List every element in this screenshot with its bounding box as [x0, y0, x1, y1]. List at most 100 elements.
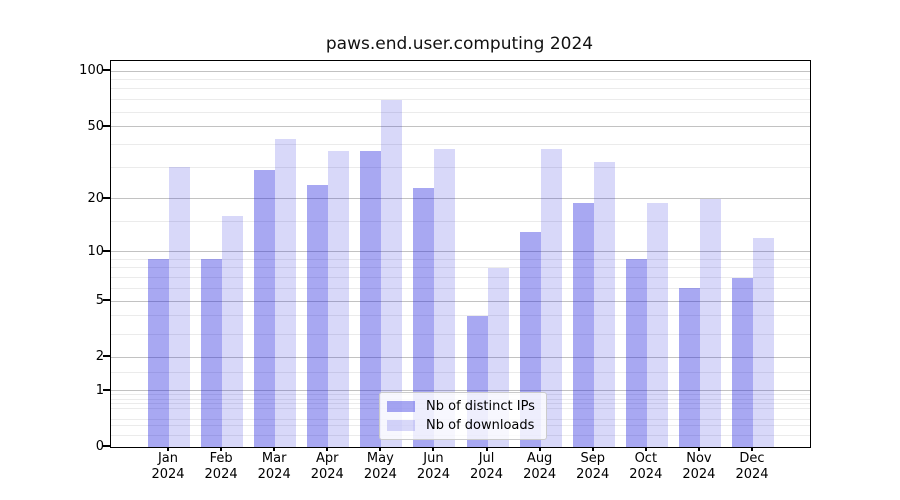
bar-distinct-ips-may: [360, 150, 382, 447]
y-axis-tick-label: 20: [87, 190, 104, 206]
minor-gridline: [111, 267, 810, 269]
x-axis-tick-mark: [379, 447, 382, 451]
x-axis-tick-label: Oct 2024: [616, 451, 676, 483]
minor-gridline: [111, 315, 810, 317]
x-axis-tick-mark: [273, 447, 276, 451]
bar-downloads-jan: [169, 167, 190, 447]
minor-gridline: [111, 143, 810, 145]
x-tick-year: 2024: [469, 467, 504, 482]
bar-distinct-ips-dec: [732, 277, 753, 447]
y-axis-tick-label: 2: [95, 349, 104, 365]
y-axis-tick-mark: [103, 355, 110, 358]
x-axis-tick-label: Jun 2024: [403, 451, 463, 483]
legend: Nb of distinct IPs Nb of downloads: [379, 392, 547, 440]
bar-downloads-dec: [753, 238, 774, 447]
bar-distinct-ips-feb: [201, 259, 223, 447]
x-tick-year: 2024: [735, 467, 769, 482]
major-gridline: [111, 70, 810, 72]
x-axis-tick-label: Mar 2024: [244, 451, 304, 483]
x-tick-year: 2024: [523, 467, 557, 482]
y-axis-tick-label: 50: [87, 118, 104, 134]
y-axis-tick-label: 10: [87, 243, 104, 259]
x-axis-tick-mark: [220, 447, 223, 451]
minor-gridline: [111, 79, 810, 80]
bar-distinct-ips-jan: [148, 259, 169, 447]
minor-gridline: [111, 277, 810, 279]
x-axis-tick-label: May 2024: [350, 451, 410, 483]
x-axis-tick-mark: [167, 447, 169, 451]
x-tick-year: 2024: [576, 467, 610, 482]
y-axis-tick-mark: [103, 388, 110, 391]
legend-swatch-distinct-ips: [387, 401, 415, 412]
x-axis-tick-mark: [751, 447, 753, 451]
x-tick-year: 2024: [682, 467, 716, 482]
x-tick-month: Aug: [526, 451, 553, 466]
y-axis-tick-mark: [103, 299, 110, 302]
minor-gridline: [111, 287, 810, 289]
bar-downloads-oct: [646, 202, 668, 447]
y-axis-tick-mark: [103, 69, 110, 71]
bar-downloads-jun: [434, 148, 456, 447]
x-tick-month: Sep: [580, 451, 605, 466]
y-axis-tick-label: 1: [95, 382, 104, 398]
y-axis-tick-mark: [103, 249, 110, 252]
x-tick-month: Mar: [261, 451, 287, 466]
x-tick-month: Apr: [316, 451, 339, 466]
x-tick-month: Jul: [478, 451, 495, 466]
x-tick-month: Dec: [739, 451, 765, 466]
bar-downloads-aug: [540, 148, 562, 447]
x-axis-tick-mark: [485, 447, 488, 451]
x-axis-tick-label: Jan 2024: [138, 451, 198, 483]
legend-label: Nb of downloads: [426, 418, 535, 433]
x-axis-tick-mark: [538, 447, 541, 451]
x-tick-month: Jan: [157, 451, 179, 466]
minor-gridline: [111, 371, 810, 373]
x-axis-tick-mark: [432, 447, 435, 451]
minor-gridline: [111, 111, 810, 113]
bar-distinct-ips-jun: [413, 188, 435, 447]
x-tick-month: Oct: [634, 451, 658, 466]
minor-gridline: [111, 88, 810, 90]
bar-downloads-may: [381, 99, 403, 447]
bar-distinct-ips-apr: [307, 184, 329, 447]
major-gridline: [111, 390, 810, 392]
x-axis-tick-label: Feb 2024: [191, 451, 251, 483]
minor-gridline: [111, 166, 810, 168]
x-axis-tick-label: Jul 2024: [457, 451, 517, 483]
x-tick-year: 2024: [151, 467, 185, 482]
legend-item: Nb of downloads: [387, 418, 535, 433]
y-axis-tick-mark: [103, 445, 110, 447]
bar-distinct-ips-mar: [254, 169, 276, 447]
legend-label: Nb of distinct IPs: [426, 399, 535, 414]
legend-swatch-downloads: [387, 420, 415, 431]
x-tick-year: 2024: [204, 467, 238, 482]
y-axis-tick-mark: [103, 196, 110, 199]
x-axis-tick-mark: [326, 447, 329, 451]
x-axis-tick-label: Dec 2024: [722, 451, 782, 483]
x-tick-year: 2024: [257, 467, 291, 482]
minor-gridline: [111, 220, 810, 222]
bar-downloads-feb: [222, 216, 244, 447]
major-gridline: [111, 251, 810, 253]
y-axis-tick-mark: [103, 124, 110, 127]
x-tick-year: 2024: [629, 467, 663, 482]
x-tick-month: Nov: [686, 451, 712, 466]
major-gridline: [111, 300, 810, 302]
x-tick-month: Feb: [209, 451, 233, 466]
y-axis-tick-label: 5: [95, 293, 104, 309]
x-axis-tick-label: Sep 2024: [563, 451, 623, 483]
x-tick-year: 2024: [363, 467, 397, 482]
x-tick-year: 2024: [310, 467, 344, 482]
chart-title: paws.end.user.computing 2024: [325, 34, 594, 54]
bar-downloads-nov: [699, 198, 721, 447]
major-gridline: [111, 198, 810, 200]
x-axis-tick-mark: [591, 447, 594, 451]
x-tick-year: 2024: [416, 467, 450, 482]
x-axis-tick-label: Apr 2024: [297, 451, 357, 483]
x-tick-month: May: [366, 451, 394, 466]
bar-distinct-ips-sep: [572, 202, 594, 447]
y-axis-tick-label: 100: [79, 63, 104, 78]
bar-downloads-apr: [328, 150, 350, 447]
bar-distinct-ips-oct: [625, 259, 647, 447]
